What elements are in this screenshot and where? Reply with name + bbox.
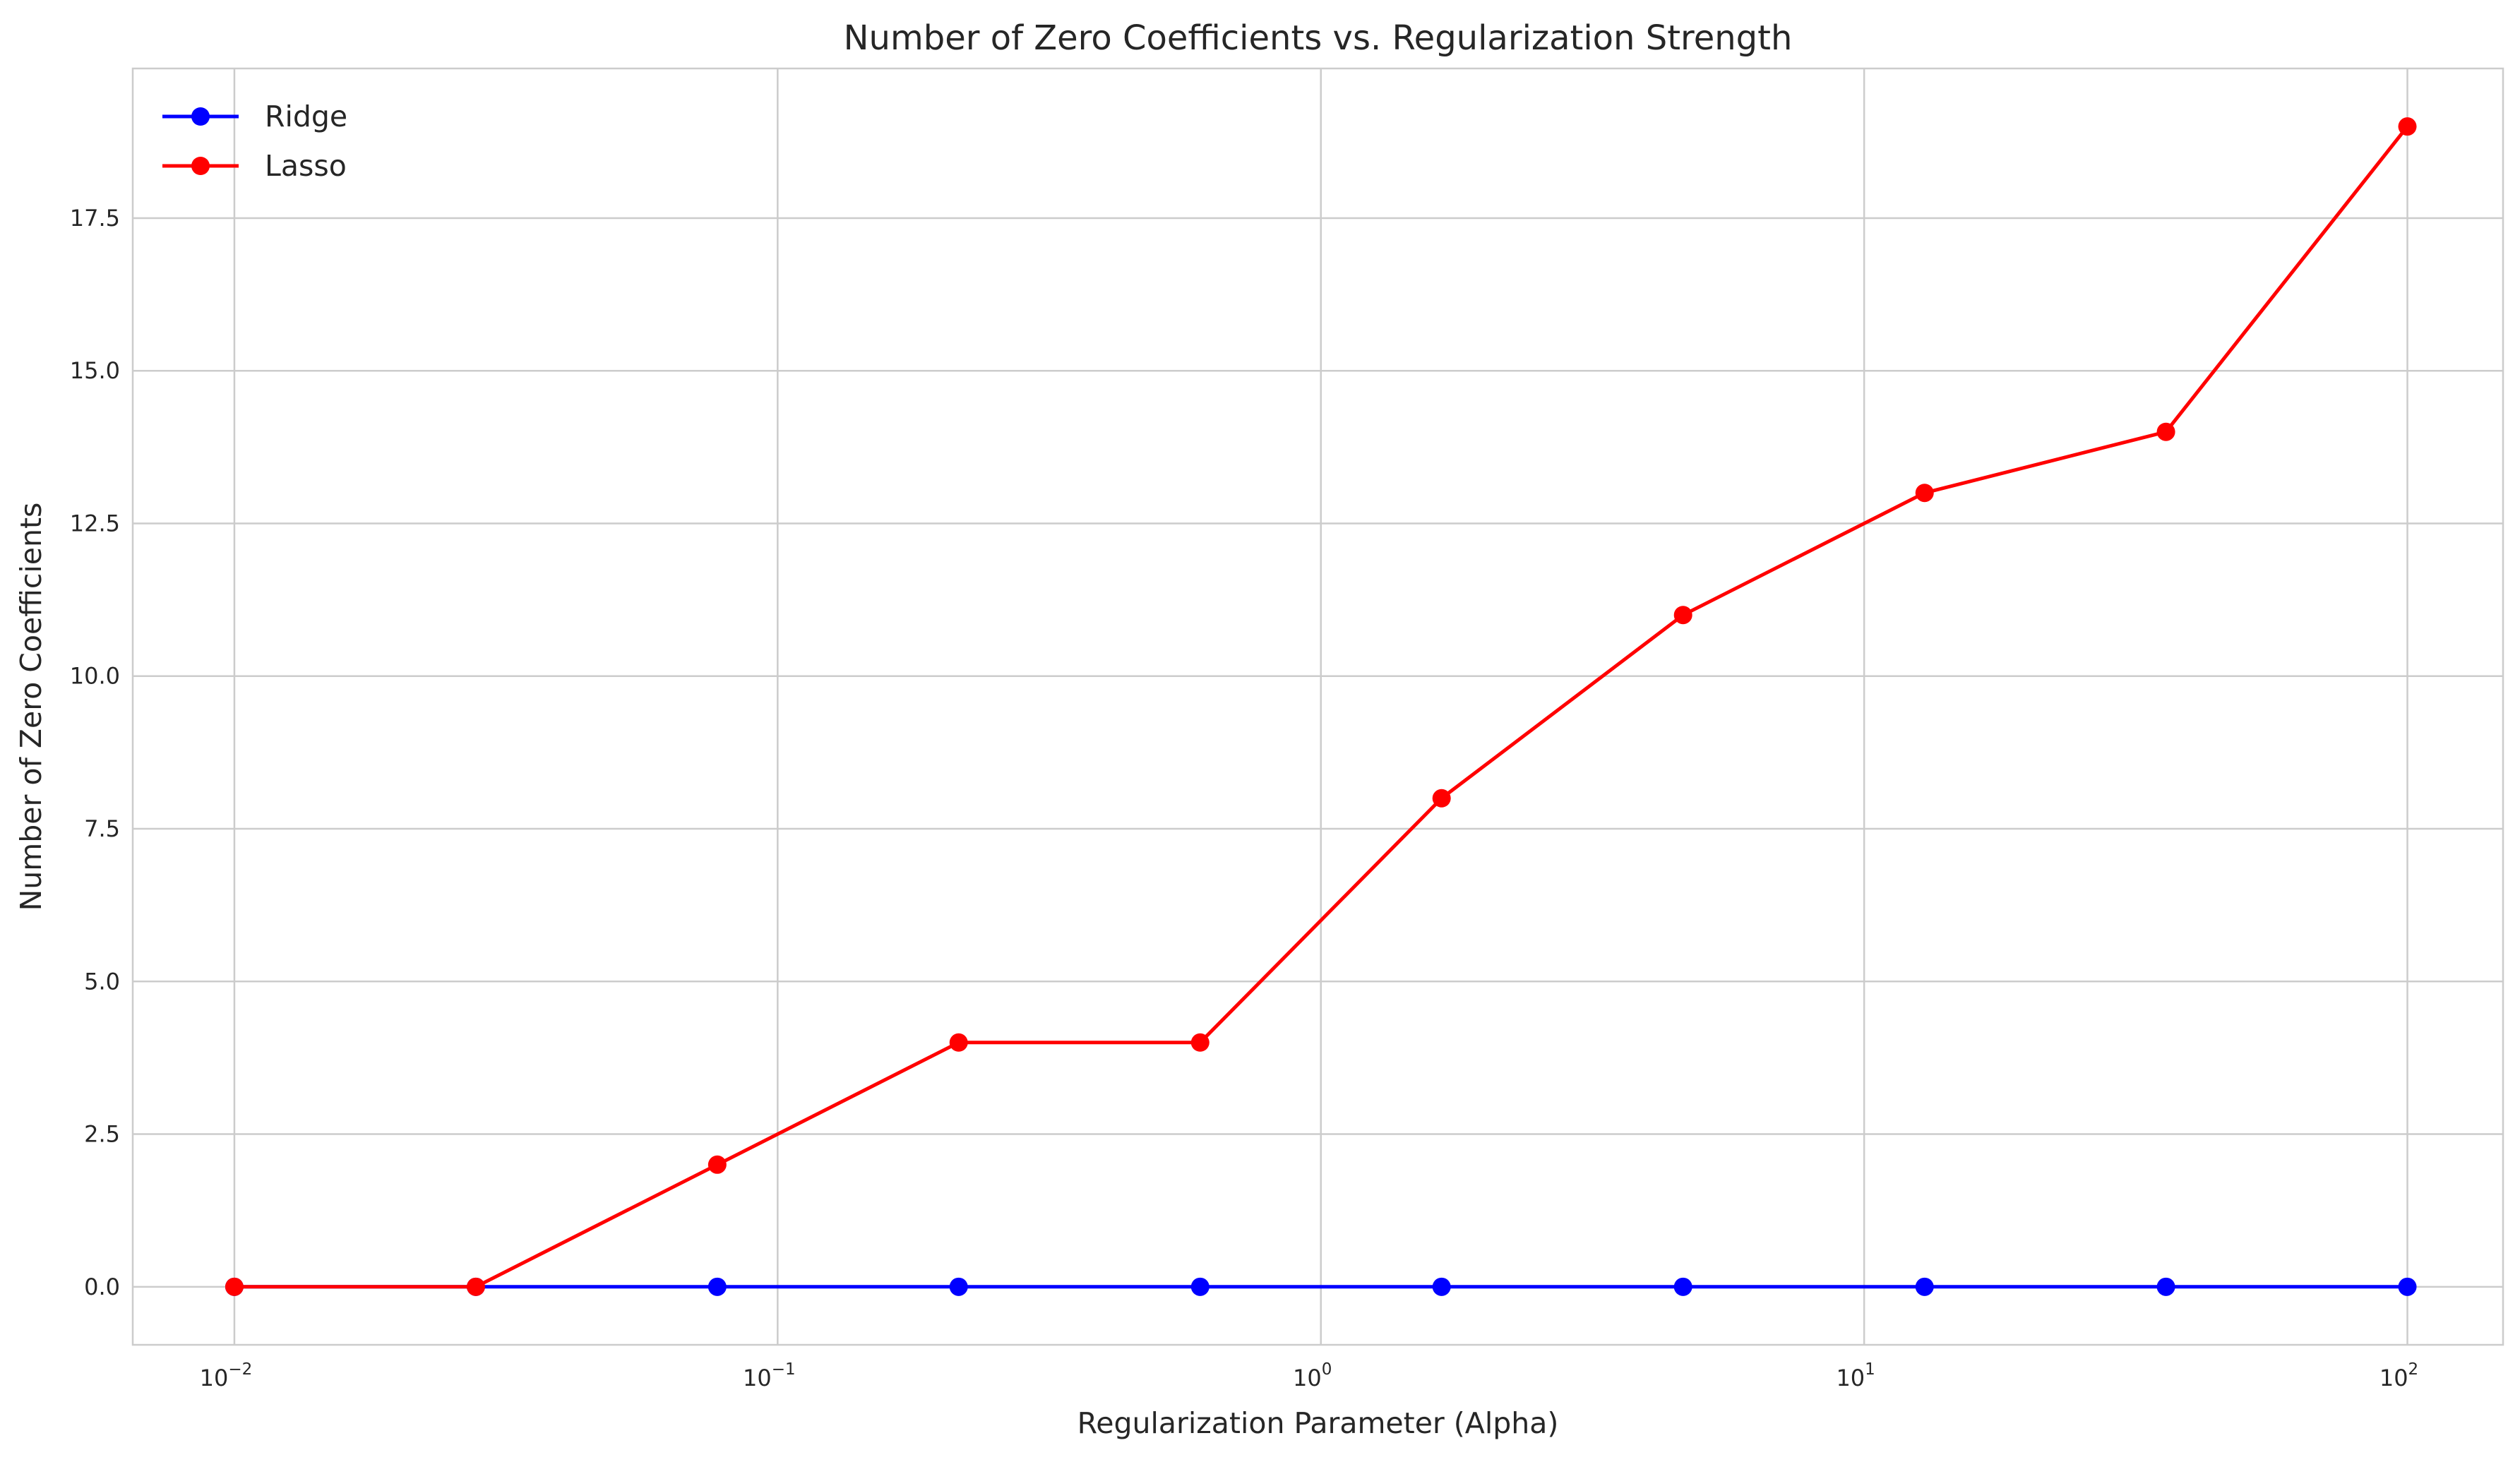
data-point [1432, 789, 1451, 808]
data-point [2398, 117, 2417, 136]
data-point [1190, 1277, 1210, 1296]
x-tick-exponent: 0 [1322, 1360, 1332, 1379]
x-tick-base: 10 [743, 1365, 772, 1391]
legend-label: Ridge [265, 100, 347, 133]
legend-item-lasso: Lasso [162, 149, 347, 183]
data-point [466, 1277, 485, 1296]
legend: Ridge Lasso [162, 100, 347, 183]
data-point [1915, 1277, 1934, 1296]
legend-item-ridge: Ridge [162, 100, 347, 133]
data-point [2398, 1277, 2417, 1296]
x-tick-exponent: −2 [228, 1360, 252, 1379]
x-tick-labels: 10−2 10−1 100 101 102 [200, 1360, 2419, 1391]
series-lasso [225, 117, 2417, 1296]
data-point [2156, 422, 2175, 441]
x-tick-label: 10−1 [743, 1360, 796, 1391]
x-tick-base: 10 [2379, 1365, 2408, 1391]
data-point [1190, 1033, 1210, 1052]
plot-frame [131, 67, 2504, 1346]
x-tick-exponent: −1 [772, 1360, 796, 1379]
y-tick-label: 5.0 [84, 968, 120, 995]
x-tick-base: 10 [1293, 1365, 1322, 1391]
data-point [707, 1155, 727, 1174]
data-point [1673, 1277, 1692, 1296]
data-point [949, 1277, 968, 1296]
y-tick-label: 2.5 [84, 1121, 120, 1148]
data-point [949, 1033, 968, 1052]
x-tick-label: 101 [1836, 1360, 1875, 1391]
data-point [1915, 484, 1934, 503]
legend-label: Lasso [265, 149, 347, 183]
x-tick-exponent: 2 [2408, 1360, 2419, 1379]
y-tick-label: 7.5 [84, 815, 120, 842]
data-point [2156, 1277, 2175, 1296]
x-axis-label: Regularization Parameter (Alpha) [1077, 1406, 1559, 1440]
data-point [707, 1277, 727, 1296]
data-point [1432, 1277, 1451, 1296]
x-tick-base: 10 [1836, 1365, 1865, 1391]
x-tick-exponent: 1 [1865, 1360, 1875, 1379]
x-tick-label: 102 [2379, 1360, 2418, 1391]
data-point [1673, 606, 1692, 625]
data-point [225, 1277, 244, 1296]
y-tick-label: 15.0 [70, 357, 120, 384]
series-ridge [225, 1277, 2417, 1296]
chart-title: Number of Zero Coefficients vs. Regulari… [844, 18, 1793, 58]
y-tick-label: 10.0 [70, 663, 120, 690]
y-tick-labels: 0.0 2.5 5.0 7.5 10.0 12.5 15.0 17.5 [70, 205, 120, 1300]
y-axis-label: Number of Zero Coefficients [14, 503, 48, 911]
legend-marker [191, 107, 210, 126]
x-tick-base: 10 [200, 1365, 229, 1391]
y-tick-label: 17.5 [70, 205, 120, 232]
x-tick-label: 10−2 [200, 1360, 253, 1391]
y-tick-label: 12.5 [70, 510, 120, 537]
y-tick-label: 0.0 [84, 1274, 120, 1300]
x-tick-label: 100 [1293, 1360, 1332, 1391]
series-layer [225, 117, 2417, 1296]
legend-marker [191, 157, 210, 175]
series-line [234, 125, 2409, 1289]
